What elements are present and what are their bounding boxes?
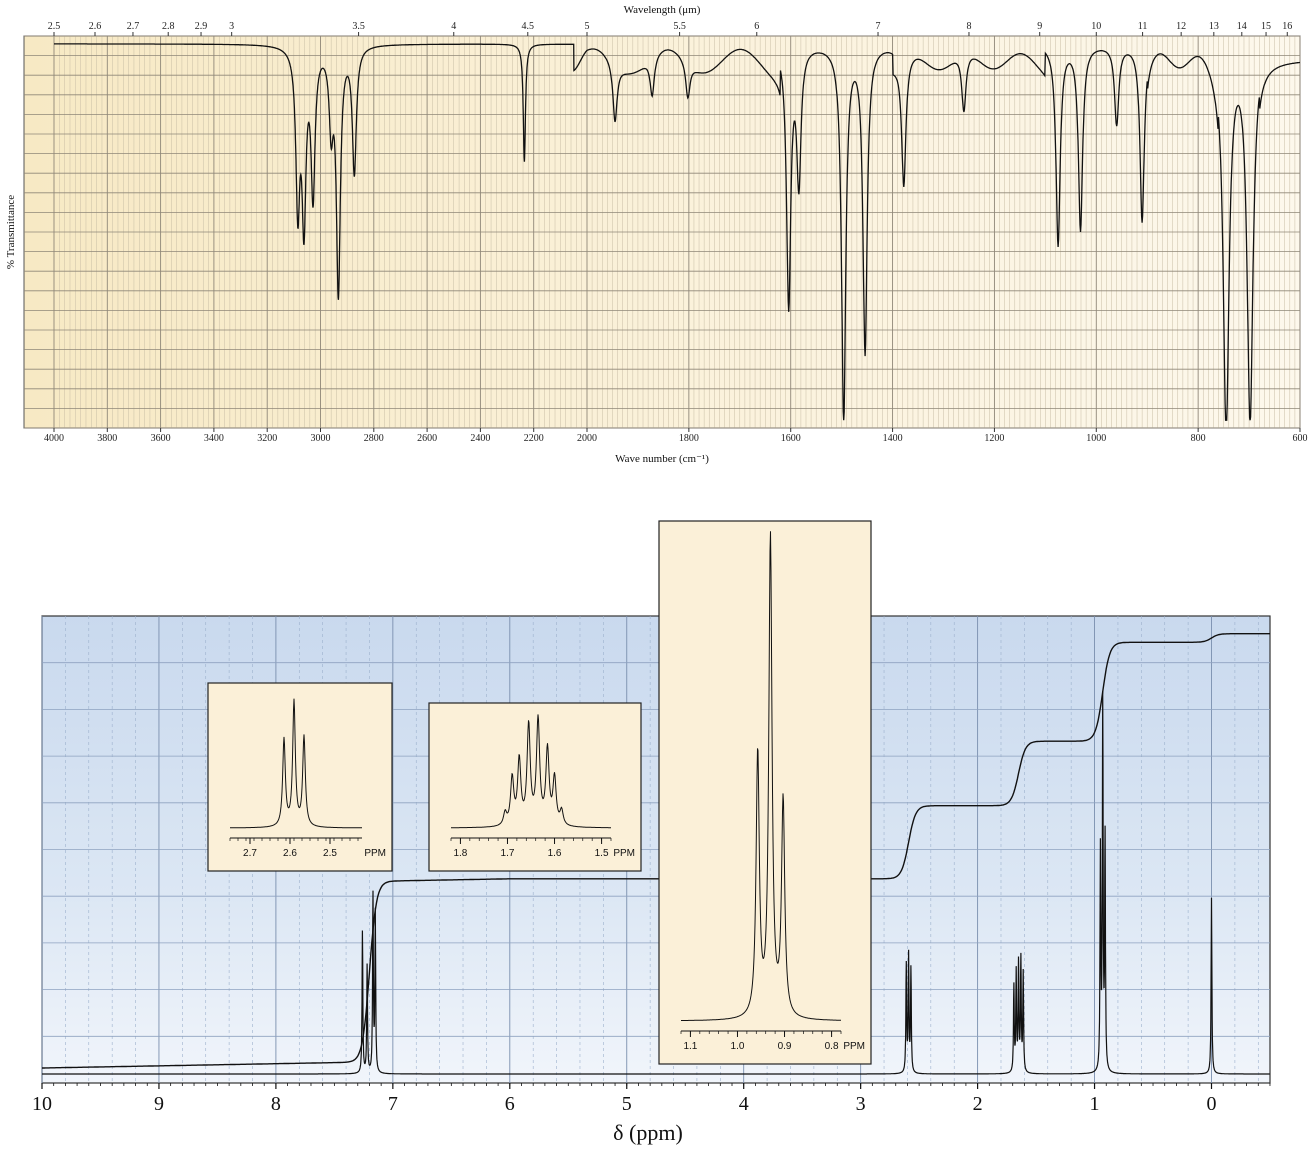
ir-bottom-tick-label: 2200: [524, 433, 544, 444]
nmr-inset-1: 2.7 2.6 2.5 PPM: [207, 682, 393, 872]
nmr-integral-trace: [42, 633, 1270, 1069]
nmr-inset-trace: [451, 714, 611, 829]
ir-top-tick-label: 2.7: [127, 21, 140, 32]
ir-top-tick-label: 7: [876, 21, 881, 32]
nmr-inset-tick-label: 0.9: [778, 1041, 792, 1052]
ir-top-tick-label: 8: [966, 21, 971, 32]
nmr-inset-tick-label: 2.6: [283, 848, 297, 859]
nmr-tick-label: 10: [32, 1093, 52, 1115]
ir-bottom-tick-label: 3800: [97, 433, 117, 444]
nmr-insets: 2.7 2.6 2.5 PPM 1.8 1.7 1.6 1.5 PPM 1.1 1.0 0.9 0.8 P…: [207, 520, 872, 1065]
nmr-tick-label: 7: [388, 1093, 398, 1115]
ir-bottom-tick-label: 1000: [1086, 433, 1106, 444]
ir-top-tick-label: 2.6: [89, 21, 102, 32]
nmr-ppm-axis: 10 9 8 7 6 5 4 3 2 1 0: [32, 1083, 1271, 1115]
nmr-tick-label: 2: [973, 1093, 983, 1115]
ir-grid: [24, 35, 1301, 429]
nmr-tick-label: 5: [622, 1093, 632, 1115]
nmr-inset-tick-label: 1.5: [595, 848, 609, 859]
ir-bottom-tick-label: 1600: [781, 433, 801, 444]
nmr-plot-area: [41, 615, 1271, 1084]
ir-top-tick-label: 4: [451, 21, 456, 32]
ir-top-tick-label: 3.5: [352, 21, 365, 32]
ir-bottom-tick-label: 2600: [417, 433, 437, 444]
ir-bottom-tick-label: 2400: [470, 433, 490, 444]
nmr-inset-box: [658, 520, 872, 1065]
nmr-tick-label: 0: [1207, 1093, 1217, 1115]
nmr-inset-unit: PPM: [613, 848, 635, 859]
ir-bottom-tick-label: 600: [1293, 433, 1308, 444]
ir-bottom-tick-label: 2800: [364, 433, 384, 444]
ir-top-tick-label: 9: [1037, 21, 1042, 32]
ir-top-tick-label: 5.5: [673, 21, 686, 32]
ir-top-tick-label: 6: [754, 21, 759, 32]
ir-bottom-tick-label: 4000: [44, 433, 64, 444]
ir-top-tick-label: 11: [1138, 21, 1148, 32]
ir-top-tick-label: 16: [1282, 21, 1292, 32]
ir-top-tick-label: 13: [1209, 21, 1219, 32]
ir-bottom-tick-label: 3200: [257, 433, 277, 444]
nmr-inset-trace: [681, 531, 841, 1021]
ir-top-tick-label: 4.5: [522, 21, 535, 32]
nmr-inset-box: [428, 702, 642, 872]
ir-top-tick-label: 12: [1176, 21, 1186, 32]
nmr-inset-3: 1.1 1.0 0.9 0.8 PPM: [658, 520, 872, 1065]
ir-x-axis-label: Wave number (cm⁻¹): [615, 453, 709, 465]
ir-top-tick-label: 10: [1091, 21, 1101, 32]
ir-top-tick-label: 14: [1237, 21, 1247, 32]
nmr-tick-label: 8: [271, 1093, 281, 1115]
nmr-tick-label: 6: [505, 1093, 515, 1115]
ir-bottom-tick-label: 1200: [984, 433, 1004, 444]
ir-top-tick-label: 2.5: [48, 21, 61, 32]
nmr-inset-tick-label: 1.0: [731, 1041, 745, 1052]
nmr-tick-label: 4: [739, 1093, 749, 1115]
ir-spectrum-chart: 4000 3800 3600 3400 3200 3000 2800 2600 2400 2200…: [5, 4, 1308, 465]
nmr-inset-tick-label: 2.7: [243, 848, 257, 859]
nmr-tick-label: 3: [856, 1093, 866, 1115]
nmr-spectrum-trace: [42, 691, 1270, 1075]
nmr-inset-unit: PPM: [843, 1041, 865, 1052]
ir-top-tick-label: 3: [229, 21, 234, 32]
nmr-tick-label: 9: [154, 1093, 164, 1115]
ir-bottom-tick-label: 1800: [679, 433, 699, 444]
ir-bottom-tick-label: 800: [1191, 433, 1206, 444]
nmr-inset-tick-label: 1.8: [453, 848, 467, 859]
ir-top-axis-label: Wavelength (μm): [624, 4, 701, 16]
nmr-inset-tick-label: 1.6: [548, 848, 562, 859]
nmr-inset-tick-label: 2.5: [323, 848, 337, 859]
nmr-inset-box: [207, 682, 393, 872]
ir-bottom-tick-label: 3400: [204, 433, 224, 444]
nmr-x-axis-label: δ (ppm): [613, 1120, 683, 1145]
ir-wavenumber-axis: 4000 3800 3600 3400 3200 3000 2800 2600 2400 2200…: [44, 428, 1308, 444]
nmr-tick-label: 1: [1090, 1093, 1100, 1115]
ir-top-tick-label: 15: [1261, 21, 1271, 32]
ir-top-tick-label: 5: [585, 21, 590, 32]
nmr-inset-2: 1.8 1.7 1.6 1.5 PPM: [428, 702, 642, 872]
ir-wavelength-axis: 2.5 2.6 2.7 2.8 2.9 3 3.5 4 4.5 5 5.5 6 7 8 9 10 11 12 13 1…: [48, 21, 1292, 36]
nmr-inset-unit: PPM: [364, 848, 386, 859]
ir-top-tick-label: 2.8: [162, 21, 175, 32]
ir-bottom-tick-label: 3600: [151, 433, 171, 444]
ir-top-tick-label: 2.9: [195, 21, 208, 32]
nmr-inset-tick-label: 1.1: [683, 1041, 697, 1052]
ir-bottom-tick-label: 2000: [577, 433, 597, 444]
nmr-inset-trace: [230, 698, 362, 829]
ir-spectrum-trace: [54, 43, 1300, 421]
ir-bottom-tick-label: 1400: [883, 433, 903, 444]
nmr-inset-tick-label: 1.7: [501, 848, 515, 859]
ir-y-axis-label: % Transmittance: [5, 195, 17, 269]
ir-bottom-tick-label: 3000: [311, 433, 331, 444]
nmr-inset-tick-label: 0.8: [825, 1041, 839, 1052]
nmr-grid: [41, 616, 1270, 1083]
